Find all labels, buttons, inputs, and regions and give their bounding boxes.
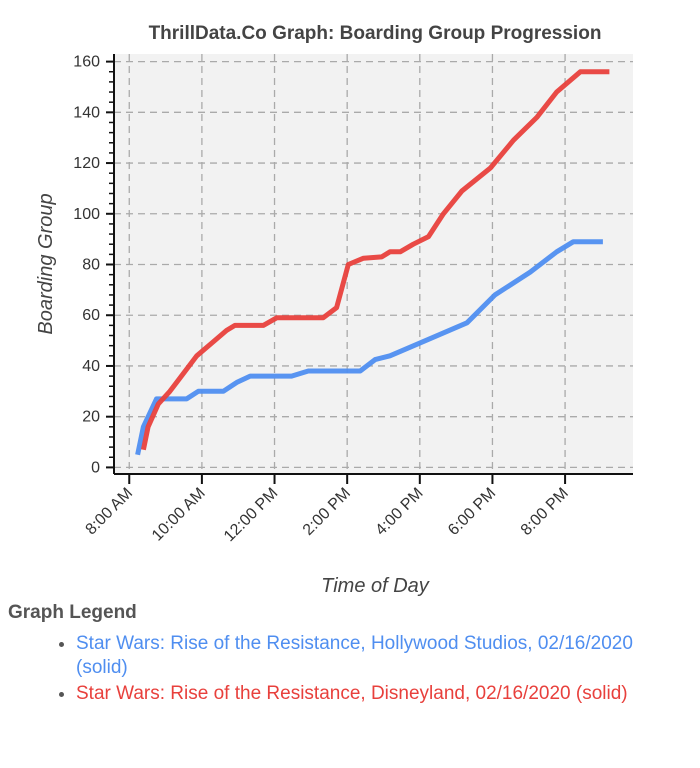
legend-item-disneyland: Star Wars: Rise of the Resistance, Disne…	[76, 682, 688, 706]
y-tick-label: 0	[91, 459, 100, 476]
series-line-hollywood-studios	[135, 239, 603, 456]
x-axis-label: Time of Day	[321, 575, 430, 597]
x-tick-label: 4:00 PM	[372, 485, 426, 539]
chart-title: ThrillData.Co Graph: Boarding Group Prog…	[149, 23, 602, 44]
series-line-disneyland	[140, 69, 610, 451]
y-axis-label: Boarding Group	[35, 193, 57, 334]
y-tick-label: 40	[82, 358, 100, 375]
series-lines	[135, 69, 610, 456]
y-tick-label: 100	[73, 206, 100, 223]
y-tick-label: 20	[82, 409, 100, 426]
y-tick-label: 140	[73, 104, 100, 121]
graph-legend: Graph Legend Star Wars: Rise of the Resi…	[8, 602, 688, 708]
x-tick-label: 12:00 PM	[221, 485, 281, 545]
x-tick-label: 8:00 AM	[83, 485, 137, 539]
y-tick-label: 60	[82, 307, 100, 324]
y-tick-label: 160	[73, 54, 100, 71]
x-tick-label: 10:00 AM	[149, 485, 209, 545]
boarding-group-chart: ThrillData.Co Graph: Boarding Group Prog…	[35, 23, 633, 597]
x-tick-label: 8:00 PM	[518, 485, 572, 539]
x-tick-label: 2:00 PM	[300, 485, 354, 539]
legend-item-hollywood-studios: Star Wars: Rise of the Resistance, Holly…	[76, 632, 688, 680]
y-tick-label: 120	[73, 155, 100, 172]
y-tick-label: 80	[82, 257, 100, 274]
legend-title: Graph Legend	[8, 602, 137, 623]
x-tick-label: 6:00 PM	[445, 485, 499, 539]
